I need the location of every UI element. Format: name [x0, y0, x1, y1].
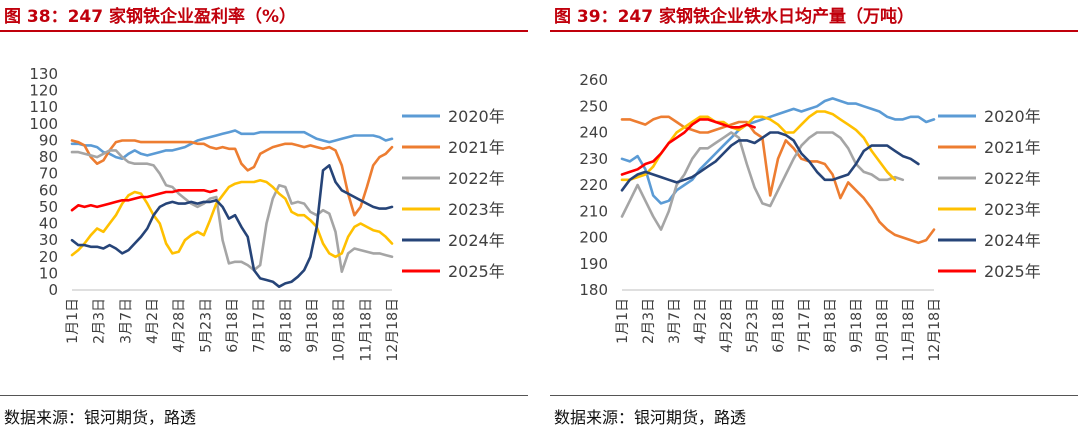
y-tick-label: 60 [39, 181, 58, 199]
chart-source: 数据来源：银河期货，路透 [554, 408, 747, 427]
legend-label: 2020年 [448, 107, 505, 126]
y-tick-label: 40 [39, 215, 58, 233]
legend-label: 2022年 [448, 169, 505, 188]
chart-source: 数据来源：银河期货，路透 [4, 408, 197, 427]
legend-label: 2021年 [984, 138, 1041, 157]
x-tick-label: 9月18日 [305, 298, 321, 353]
footer-rule [0, 395, 528, 396]
legend-label: 2025年 [448, 262, 505, 281]
chart-panel-hot-metal: 图 39：247 家钢铁企业铁水日均产量（万吨） 180 190 200 210 220… [550, 0, 1078, 437]
y-tick-label: 210 [579, 202, 608, 220]
x-tick-label: 1月1日 [615, 298, 631, 344]
y-tick-label: 230 [579, 150, 608, 168]
x-tick-label: 11月18日 [358, 298, 374, 362]
y-tick-label: 10 [39, 264, 58, 282]
y-tick-label: 80 [39, 148, 58, 166]
y-tick-label: 190 [579, 255, 608, 273]
legend-label: 2024年 [984, 231, 1041, 250]
x-tick-label: 8月18日 [278, 298, 294, 353]
series-line-2022年 [70, 149, 394, 273]
legend-label: 2021年 [448, 138, 505, 157]
y-tick-label: 200 [579, 229, 608, 247]
legend-label: 2022年 [984, 169, 1041, 188]
legend-label: 2023年 [984, 200, 1041, 219]
x-tick-label: 4月28日 [719, 298, 735, 353]
y-tick-label: 70 [39, 165, 58, 183]
x-tick-label: 12月18日 [385, 298, 401, 362]
series-line-2025年 [620, 118, 756, 176]
y-tick-label: 250 [579, 97, 608, 115]
chart-panel-profit: 图 38：247 家钢铁企业盈利率（%） 0 10 20 30 40 50 60 70 80 90… [0, 0, 528, 437]
chart-title: 图 39：247 家钢铁企业铁水日均产量（万吨） [554, 7, 914, 27]
x-tick-label: 4月2日 [693, 298, 709, 344]
y-tick-label: 0 [48, 281, 58, 299]
series-line-2024年 [70, 164, 394, 288]
title-rule [550, 30, 1078, 32]
x-tick-label: 3月7日 [667, 298, 683, 344]
x-tick-label: 4月28日 [172, 298, 188, 353]
y-tick-label: 260 [579, 71, 608, 89]
series-line-2025年 [70, 189, 218, 212]
x-tick-label: 2月3日 [641, 298, 657, 344]
y-tick-label: 50 [39, 198, 58, 216]
x-tick-label: 4月2日 [145, 298, 161, 344]
x-tick-label: 9月18日 [849, 298, 865, 353]
y-tick-label: 90 [39, 131, 58, 149]
series-line-2024年 [620, 131, 920, 192]
x-tick-label: 11月18日 [901, 298, 917, 362]
series-line-2020年 [70, 129, 394, 160]
x-tick-label: 6月18日 [225, 298, 241, 353]
x-tick-label: 10月18日 [332, 298, 348, 362]
x-tick-label: 8月18日 [823, 298, 839, 353]
legend-label: 2023年 [448, 200, 505, 219]
x-tick-label: 5月23日 [745, 298, 761, 353]
y-tick-label: 30 [39, 231, 58, 249]
x-tick-label: 5月23日 [198, 298, 214, 353]
x-tick-label: 7月17日 [252, 298, 268, 353]
x-tick-label: 6月18日 [771, 298, 787, 353]
y-tick-label: 180 [579, 281, 608, 299]
y-tick-label: 20 [39, 248, 58, 266]
footer-rule [550, 395, 1078, 396]
x-tick-label: 12月18日 [927, 298, 943, 362]
title-rule [0, 30, 528, 32]
series-line-2021年 [70, 139, 394, 217]
legend-label: 2024年 [448, 231, 505, 250]
x-tick-label: 7月17日 [797, 298, 813, 353]
y-tick-label: 120 [29, 82, 58, 100]
y-tick-label: 240 [579, 124, 608, 142]
y-tick-label: 220 [579, 176, 608, 194]
x-tick-label: 10月18日 [875, 298, 891, 362]
y-tick-label: 100 [29, 115, 58, 133]
chart-title: 图 38：247 家钢铁企业盈利率（%） [4, 7, 297, 27]
y-tick-label: 110 [29, 98, 58, 116]
legend-label: 2020年 [984, 107, 1041, 126]
x-tick-label: 1月1日 [65, 298, 81, 344]
x-tick-label: 3月7日 [118, 298, 134, 344]
hot-metal-output-chart: 180 190 200 210 220 230 240 250 260 1月1日 2月3日 3月7日 4… [579, 71, 1041, 362]
series-line-2021年 [620, 115, 936, 245]
legend-label: 2025年 [984, 262, 1041, 281]
y-tick-label: 130 [29, 65, 58, 83]
x-tick-label: 2月3日 [92, 298, 108, 344]
